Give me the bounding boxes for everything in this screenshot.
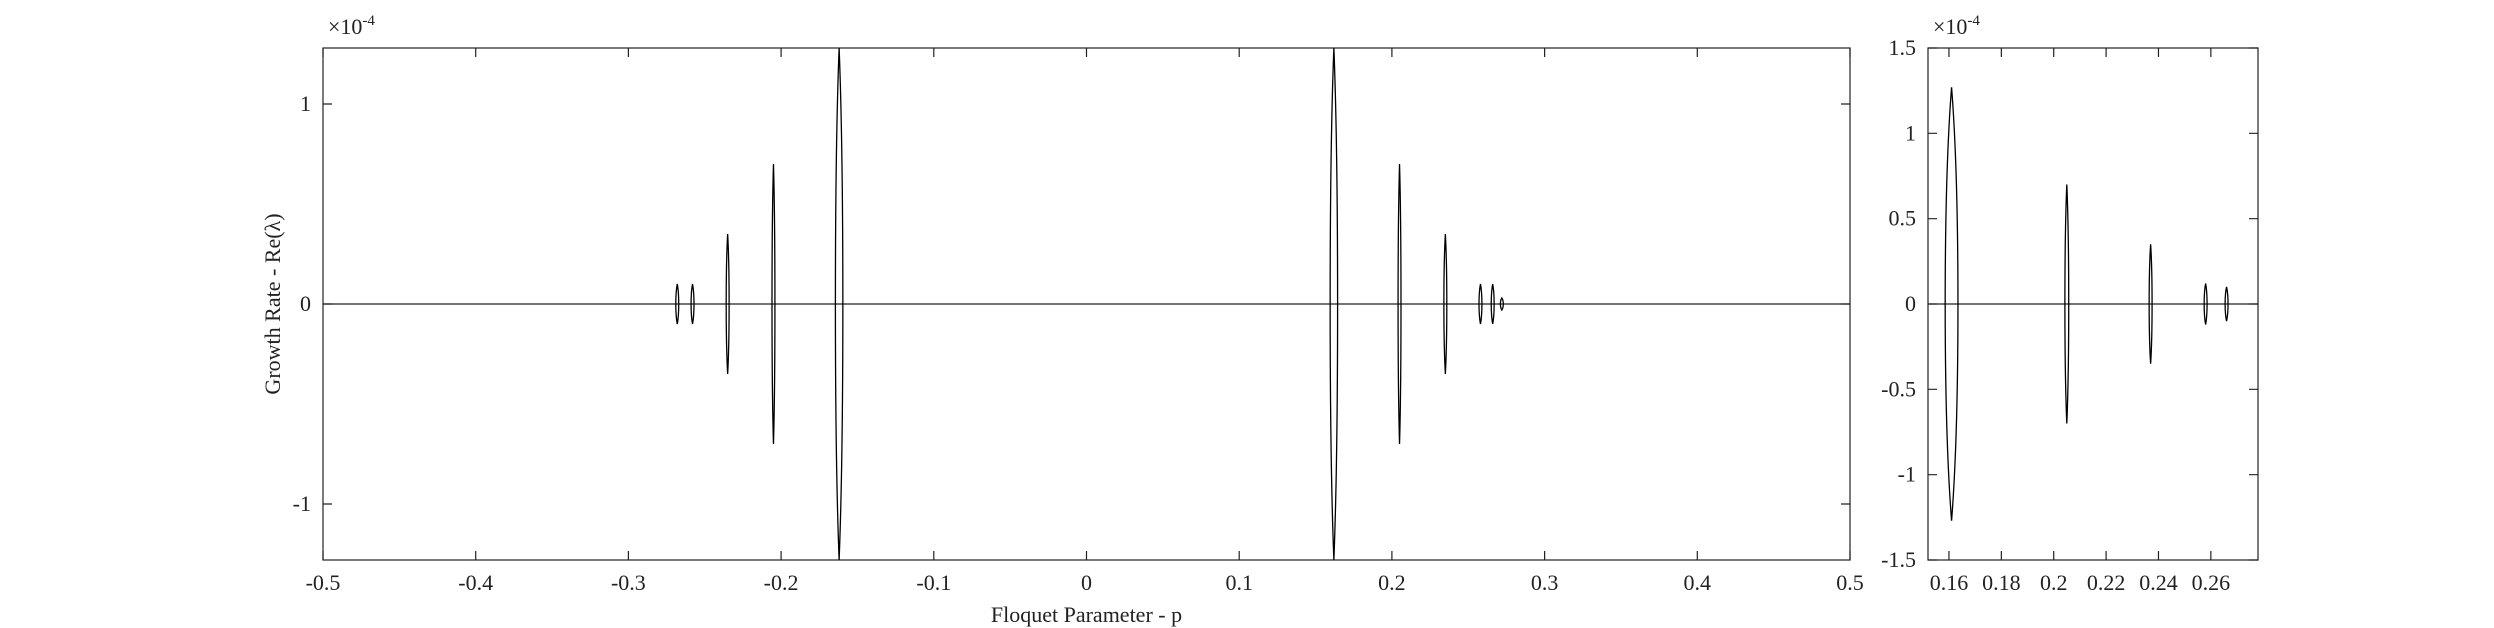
x-tick-label: 0.3 [1531,570,1559,595]
exponent-label: ×10-4 [328,13,375,39]
x-tick-label: -0.3 [611,570,646,595]
instability-bubble [834,47,844,561]
x-tick-label: 0.18 [1982,570,2021,595]
y-axis-label: Growth Rate - Re(λ) [260,213,285,394]
instability-bubble [771,163,776,445]
y-tick-label: 0.5 [1889,206,1917,231]
exponent-label: ×10-4 [1933,13,1980,39]
x-tick-label: -0.1 [916,570,951,595]
instability-bubble [2148,244,2153,364]
exponent: -4 [362,13,375,29]
x-tick-label: 0.2 [1378,570,1406,595]
instability-bubble [2224,286,2229,322]
y-tick-label: -1 [293,491,311,516]
x-tick-label: 0.24 [2139,570,2178,595]
x-tick-label: 0.2 [2040,570,2068,595]
x-tick-label: 0.1 [1225,570,1253,595]
y-tick-label: -1 [1898,462,1916,487]
instability-bubble [1443,233,1448,375]
x-tick-label: 0.5 [1836,570,1864,595]
x-tick-label: 0.26 [2192,570,2231,595]
instability-bubble [690,283,695,325]
y-tick-label: 0 [300,291,311,316]
y-tick-label: 1 [1905,120,1916,145]
instability-bubble [1478,283,1483,325]
y-tick-label: 1.5 [1889,35,1917,60]
y-tick-label: -1.5 [1881,547,1916,572]
instability-bubble [2064,184,2070,424]
exponent: -4 [1967,13,1980,29]
instability-bubble [1499,296,1504,312]
instability-bubble [1397,163,1402,445]
y-tick-label: -0.5 [1881,376,1916,401]
x-tick-label: -0.4 [458,570,493,595]
instability-bubble [1329,47,1339,561]
x-tick-label: 0 [1081,570,1092,595]
x-tick-label: -0.5 [306,570,341,595]
instability-bubble [675,283,680,325]
x-tick-label: -0.2 [764,570,799,595]
exponent-base: ×10 [1933,14,1967,39]
x-tick-label: 0.16 [1930,570,1969,595]
instability-bubble [1490,283,1495,325]
x-tick-label: 0.22 [2087,570,2126,595]
exponent-base: ×10 [328,14,362,39]
y-tick-label: 1 [300,91,311,116]
instability-bubble [725,233,730,375]
x-axis-label: Floquet Parameter - p [991,602,1182,627]
y-tick-label: 0 [1905,291,1916,316]
instability-bubble [1944,87,1959,521]
x-tick-label: 0.4 [1684,570,1712,595]
instability-bubble [2203,283,2208,325]
